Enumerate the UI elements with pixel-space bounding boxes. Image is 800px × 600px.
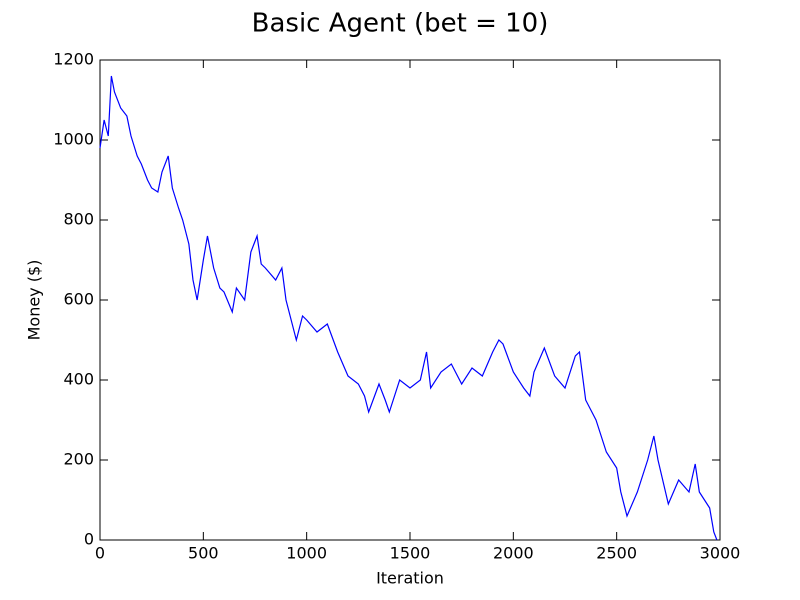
x-tick-label: 500 (188, 544, 219, 563)
y-axis-label: Money ($) (25, 260, 44, 341)
y-tick-label: 0 (84, 530, 94, 549)
x-tick-label: 2500 (596, 544, 637, 563)
y-tick-label: 400 (63, 370, 94, 389)
plot-frame (99, 59, 721, 541)
y-tick-label: 600 (63, 290, 94, 309)
x-tick-label: 0 (95, 544, 105, 563)
x-tick-label: 2000 (493, 544, 534, 563)
x-tick-label: 1500 (390, 544, 431, 563)
y-tick-label: 200 (63, 450, 94, 469)
x-axis-label: Iteration (376, 569, 444, 588)
line-series (99, 75, 718, 541)
chart-title: Basic Agent (bet = 10) (252, 9, 549, 39)
x-tick-label: 1000 (286, 544, 327, 563)
x-tick-label: 3000 (700, 544, 741, 563)
y-tick-label: 800 (63, 210, 94, 229)
y-tick-label: 1000 (53, 130, 94, 149)
y-tick-label: 1200 (53, 50, 94, 69)
